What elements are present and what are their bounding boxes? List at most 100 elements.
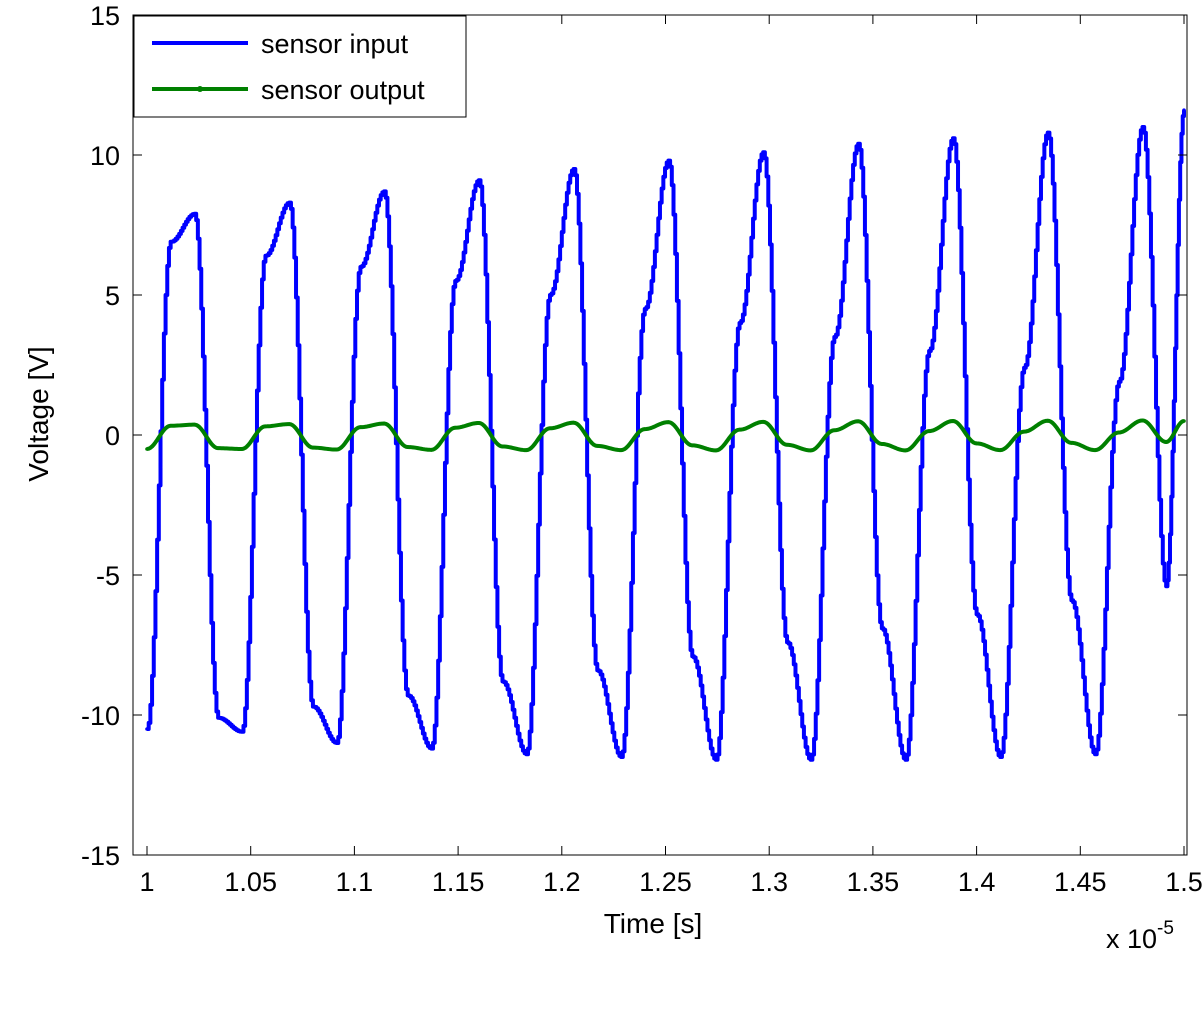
data-point bbox=[832, 428, 837, 433]
data-point bbox=[405, 445, 410, 449]
data-point bbox=[856, 142, 860, 146]
data-point bbox=[429, 448, 434, 452]
data-point bbox=[429, 746, 434, 751]
data-point bbox=[642, 427, 647, 431]
data-point bbox=[951, 136, 955, 140]
legend-label-sensor-input: sensor input bbox=[261, 29, 409, 59]
data-point bbox=[1182, 419, 1186, 423]
data-point bbox=[690, 443, 695, 448]
data-point bbox=[287, 200, 292, 205]
data-point bbox=[1140, 418, 1145, 423]
y-tick-label: 5 bbox=[105, 281, 120, 311]
data-point bbox=[477, 178, 481, 182]
data-point bbox=[500, 444, 505, 449]
data-point bbox=[1182, 108, 1186, 112]
data-point bbox=[311, 704, 315, 709]
data-point bbox=[145, 447, 149, 451]
data-point bbox=[263, 424, 268, 429]
x-axis-multiplier-exponent: -5 bbox=[1157, 918, 1174, 939]
x-axis-multiplier: x 10-5 bbox=[1106, 918, 1174, 954]
x-tick-label: 1.4 bbox=[958, 867, 996, 897]
tick-layer: 1 1.05 1.1 1.15 1.2 1.25 1.3 1.35 1.4 1.45 1.5 -15 -… bbox=[81, 1, 1203, 897]
data-point bbox=[832, 335, 837, 339]
data-point bbox=[1093, 448, 1097, 452]
x-tick-label: 1.2 bbox=[543, 867, 581, 897]
data-point bbox=[192, 212, 197, 216]
data-point bbox=[856, 419, 860, 424]
series-sensor-input bbox=[145, 108, 1186, 762]
data-point bbox=[785, 443, 789, 447]
data-point bbox=[808, 758, 813, 762]
data-point bbox=[239, 730, 244, 734]
data-point bbox=[239, 447, 244, 451]
data-point bbox=[500, 679, 505, 684]
data-point bbox=[216, 716, 220, 720]
plot-area bbox=[133, 15, 1187, 855]
data-point bbox=[785, 640, 789, 644]
data-point bbox=[358, 425, 363, 429]
data-point bbox=[524, 752, 529, 756]
data-point bbox=[263, 254, 268, 258]
y-tick-label: 0 bbox=[105, 421, 120, 451]
data-point bbox=[666, 420, 671, 424]
data-point bbox=[311, 445, 315, 450]
data-point bbox=[974, 612, 979, 616]
x-tick-label: 1.25 bbox=[639, 867, 692, 897]
legend-box bbox=[133, 15, 467, 118]
data-point bbox=[998, 755, 1003, 759]
data-point bbox=[571, 167, 576, 171]
data-point bbox=[619, 755, 623, 759]
data-point bbox=[642, 307, 647, 311]
data-point bbox=[334, 447, 339, 452]
data-point bbox=[477, 421, 481, 425]
data-point bbox=[808, 448, 813, 453]
data-point bbox=[1069, 598, 1074, 602]
legend-marker-sensor-output bbox=[197, 86, 203, 92]
data-point bbox=[951, 419, 955, 423]
data-point bbox=[1117, 430, 1121, 435]
data-point bbox=[1022, 429, 1026, 434]
data-point bbox=[714, 448, 718, 453]
data-point bbox=[1093, 752, 1097, 756]
data-point bbox=[548, 426, 552, 431]
x-axis-multiplier-base: x 10 bbox=[1106, 924, 1157, 954]
x-tick-label: 1 bbox=[139, 867, 154, 897]
y-tick-label: -10 bbox=[81, 701, 120, 731]
data-point bbox=[595, 668, 600, 672]
y-axis-label: Voltage [V] bbox=[23, 346, 54, 481]
legend: sensor input sensor output bbox=[133, 15, 467, 118]
data-point bbox=[168, 240, 173, 244]
data-point bbox=[619, 448, 623, 452]
data-point bbox=[903, 448, 908, 453]
legend-label-sensor-output: sensor output bbox=[261, 75, 425, 105]
data-point bbox=[737, 321, 742, 325]
data-point bbox=[1069, 441, 1074, 445]
y-tick-label: 10 bbox=[90, 141, 120, 171]
data-point bbox=[1164, 440, 1168, 444]
data-point bbox=[192, 422, 197, 427]
data-point bbox=[1140, 125, 1145, 129]
x-tick-label: 1.35 bbox=[847, 867, 900, 897]
y-tick-label: -15 bbox=[81, 841, 120, 871]
data-point bbox=[1045, 418, 1050, 423]
data-point bbox=[761, 150, 765, 154]
data-point bbox=[880, 626, 884, 630]
y-tick-label: -5 bbox=[96, 561, 120, 591]
data-point bbox=[690, 654, 695, 658]
data-point bbox=[974, 441, 979, 446]
x-tick-label: 1.1 bbox=[336, 867, 374, 897]
data-point bbox=[927, 429, 931, 433]
data-point bbox=[998, 448, 1003, 452]
data-point bbox=[880, 442, 884, 446]
data-point bbox=[453, 425, 458, 430]
x-tick-label: 1.5 bbox=[1165, 867, 1203, 897]
data-point bbox=[903, 758, 908, 762]
data-point bbox=[524, 448, 529, 452]
data-point bbox=[927, 349, 931, 353]
data-point bbox=[145, 727, 149, 731]
data-point bbox=[216, 446, 220, 450]
data-point bbox=[666, 158, 671, 163]
x-tick-label: 1.45 bbox=[1054, 867, 1107, 897]
data-point bbox=[761, 420, 765, 424]
